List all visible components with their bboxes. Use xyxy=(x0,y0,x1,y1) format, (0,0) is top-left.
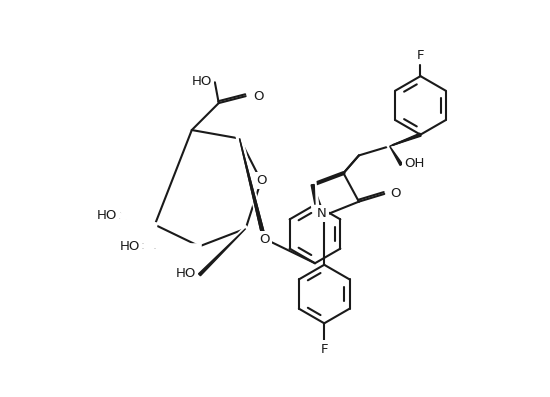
Polygon shape xyxy=(240,139,266,239)
Text: F: F xyxy=(321,343,328,356)
Text: HO: HO xyxy=(97,209,117,222)
Text: N: N xyxy=(317,207,327,220)
Polygon shape xyxy=(311,185,315,205)
Text: HO: HO xyxy=(120,240,140,253)
Text: HO: HO xyxy=(175,267,196,280)
Text: O: O xyxy=(254,90,264,103)
Text: OH: OH xyxy=(404,157,425,170)
Polygon shape xyxy=(240,139,266,239)
Polygon shape xyxy=(390,146,403,166)
Text: O: O xyxy=(257,174,267,187)
Text: O: O xyxy=(259,233,270,246)
Text: O: O xyxy=(259,233,270,246)
Text: HO: HO xyxy=(97,209,117,222)
Text: O: O xyxy=(390,187,401,200)
Polygon shape xyxy=(199,229,246,276)
Text: HO: HO xyxy=(191,75,212,88)
Text: HO: HO xyxy=(120,240,140,253)
Text: OH: OH xyxy=(404,157,425,170)
Polygon shape xyxy=(390,133,421,146)
Text: HO: HO xyxy=(175,267,196,280)
Text: F: F xyxy=(417,49,424,62)
